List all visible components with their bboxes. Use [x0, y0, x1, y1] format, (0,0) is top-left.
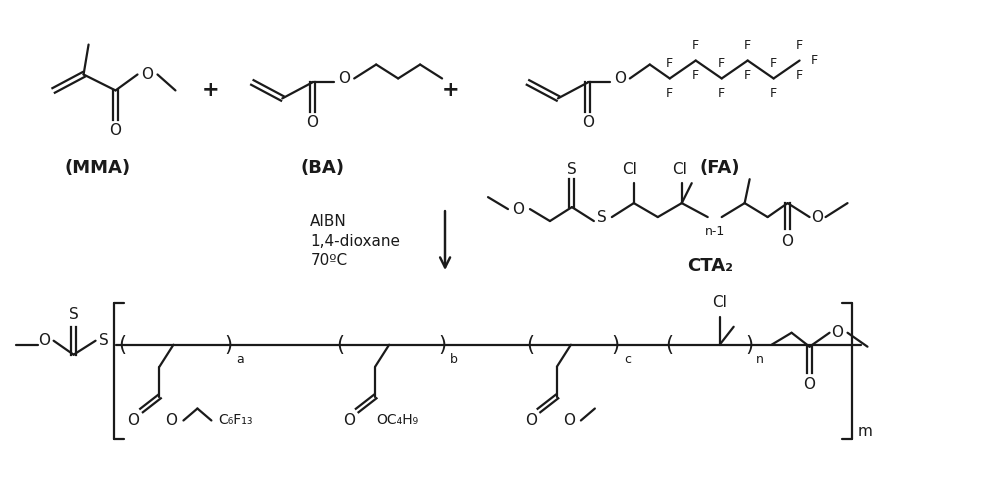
Text: ): )	[438, 335, 446, 355]
Text: F: F	[770, 57, 777, 70]
Text: AIBN: AIBN	[310, 213, 347, 228]
Text: O: O	[582, 115, 594, 130]
Text: F: F	[744, 69, 751, 82]
Text: c: c	[624, 353, 631, 366]
Text: F: F	[692, 39, 699, 52]
Text: F: F	[744, 39, 751, 52]
Text: F: F	[666, 57, 673, 70]
Text: O: O	[141, 67, 153, 82]
Text: (FA): (FA)	[699, 159, 740, 177]
Text: O: O	[563, 413, 575, 428]
Text: S: S	[567, 162, 577, 177]
Text: 70ºC: 70ºC	[310, 254, 347, 269]
Text: S: S	[99, 333, 108, 348]
Text: ): )	[746, 335, 754, 355]
Text: F: F	[796, 39, 803, 52]
Text: F: F	[770, 87, 777, 100]
Text: O: O	[512, 201, 524, 216]
Text: n: n	[756, 353, 764, 366]
Text: n-1: n-1	[705, 225, 725, 238]
Text: m: m	[858, 424, 873, 439]
Text: F: F	[692, 69, 699, 82]
Text: O: O	[110, 123, 122, 138]
Text: C₆F₁₃: C₆F₁₃	[218, 413, 253, 427]
Text: OC₄H₉: OC₄H₉	[376, 413, 418, 427]
Text: O: O	[525, 413, 537, 428]
Text: O: O	[165, 413, 177, 428]
Text: CTA₂: CTA₂	[687, 257, 733, 275]
Text: (: (	[118, 335, 127, 355]
Text: O: O	[832, 325, 844, 340]
Text: (: (	[526, 335, 534, 355]
Text: S: S	[69, 307, 78, 322]
Text: 1,4-dioxane: 1,4-dioxane	[310, 233, 400, 248]
Text: F: F	[666, 87, 673, 100]
Text: O: O	[804, 377, 816, 392]
Text: Cl: Cl	[672, 162, 687, 177]
Text: O: O	[306, 115, 318, 130]
Text: +: +	[202, 81, 219, 100]
Text: F: F	[718, 57, 725, 70]
Text: (: (	[336, 335, 344, 355]
Text: S: S	[597, 210, 607, 225]
Text: (BA): (BA)	[300, 159, 344, 177]
Text: O: O	[812, 210, 824, 225]
Text: b: b	[450, 353, 458, 366]
Text: (MMA): (MMA)	[64, 159, 131, 177]
Text: Cl: Cl	[712, 295, 727, 310]
Text: F: F	[811, 54, 818, 67]
Text: O: O	[614, 71, 626, 86]
Text: ): )	[224, 335, 232, 355]
Text: O: O	[38, 333, 50, 348]
Text: F: F	[796, 69, 803, 82]
Text: F: F	[718, 87, 725, 100]
Text: Cl: Cl	[622, 162, 637, 177]
Text: (: (	[666, 335, 674, 355]
Text: O: O	[782, 233, 794, 248]
Text: O: O	[338, 71, 350, 86]
Text: a: a	[236, 353, 244, 366]
Text: O: O	[128, 413, 140, 428]
Text: O: O	[343, 413, 355, 428]
Text: +: +	[441, 81, 459, 100]
Text: ): )	[612, 335, 620, 355]
